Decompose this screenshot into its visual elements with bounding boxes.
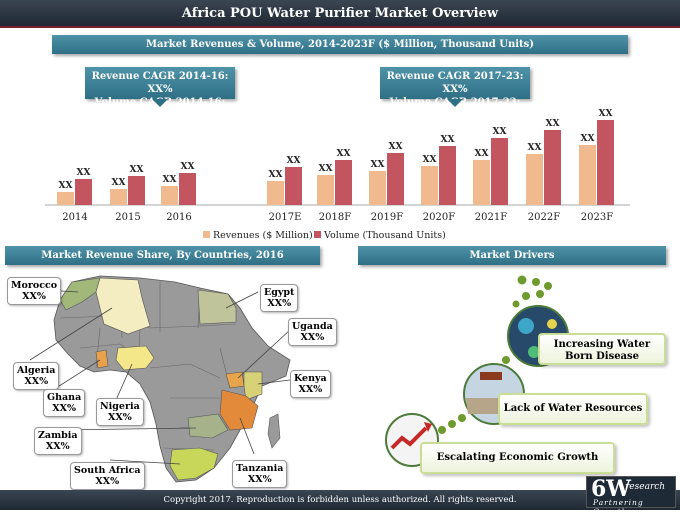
data-label-volume-2016: XX xyxy=(181,162,195,172)
data-label-volume-2018F: XX xyxy=(337,149,351,159)
footer-copyright: Copyright 2017. Reproduction is forbidde… xyxy=(0,490,680,510)
bar-revenue-2018F xyxy=(317,175,334,205)
data-label-revenue-2018F: XX xyxy=(319,164,333,174)
bar-revenue-2019F xyxy=(369,171,386,205)
ghana-region xyxy=(95,349,109,369)
data-label-volume-2019F: XX xyxy=(389,142,403,152)
nigeria-region xyxy=(115,345,155,371)
map-label-nigeria: Nigeria XX% xyxy=(96,398,144,426)
map-label-south-africa: South Africa XX% xyxy=(70,462,145,490)
revenue-volume-bar-chart: XX XX 2014 XX XX 2015 XX XX 2016 XX XX 2017E XX XX 201… xyxy=(45,109,630,241)
bar-volume-2020F xyxy=(439,146,456,205)
egypt-region xyxy=(197,289,237,325)
map-label-tanzania: Tanzania XX% xyxy=(232,460,288,488)
bar-volume-2019F xyxy=(387,153,404,205)
bar-volume-2016 xyxy=(179,173,196,205)
data-label-volume-2020F: XX xyxy=(441,135,455,145)
map-label-morocco: Morocco XX% xyxy=(7,277,62,305)
data-label-revenue-2017E: XX xyxy=(269,170,283,180)
map-label-algeria: Algeria XX% xyxy=(13,362,60,390)
map-label-ghana: Ghana XX% xyxy=(43,389,86,417)
bar-volume-2015 xyxy=(128,176,145,205)
kenya-region xyxy=(243,371,263,401)
map-label-uganda: Uganda XX% xyxy=(288,318,337,346)
madagascar xyxy=(267,413,281,449)
data-label-volume-2023F: XX xyxy=(599,109,613,119)
company-logo: 6W research Partnering Growth xyxy=(586,476,676,516)
data-label-volume-2014: XX xyxy=(77,168,91,178)
map-label-egypt: Egypt XX% xyxy=(260,284,299,312)
bar-volume-2018F xyxy=(335,160,352,205)
data-label-revenue-2021F: XX xyxy=(475,149,489,159)
chart-banner: Market Revenues & Volume, 2014-2023F ($ … xyxy=(52,35,628,54)
algeria-region xyxy=(95,277,151,335)
drivers-banner: Market Drivers xyxy=(358,246,666,265)
tick-label-2018F: 2018F xyxy=(319,212,351,223)
tanzania-region xyxy=(219,389,259,431)
bar-volume-2014 xyxy=(75,179,92,205)
driver-economic-growth: Escalating Economic Growth xyxy=(420,442,615,474)
africa-map xyxy=(29,275,291,483)
tick-label-2020F: 2020F xyxy=(423,212,455,223)
tick-label-2014: 2014 xyxy=(62,212,87,223)
data-label-revenue-2023F: XX xyxy=(581,134,595,144)
data-label-volume-2022F: XX xyxy=(546,119,560,129)
bar-revenue-2017E xyxy=(267,181,284,205)
data-label-volume-2015: XX xyxy=(130,165,144,175)
tick-label-2016: 2016 xyxy=(166,212,191,223)
legend-label-0: Revenues ($ Million) xyxy=(213,230,313,241)
bar-volume-2023F xyxy=(597,120,614,205)
driver-water-resources: Lack of Water Resources xyxy=(498,393,648,425)
legend-swatch-0 xyxy=(203,231,210,238)
bar-revenue-2020F xyxy=(421,166,438,205)
bar-volume-2017E xyxy=(285,167,302,205)
cagr-callout-right: Revenue CAGR 2017-23: XX% Volume CAGR 20… xyxy=(380,67,530,121)
data-label-revenue-2016: XX xyxy=(163,175,177,185)
map-banner: Market Revenue Share, By Countries, 2016 xyxy=(5,246,320,265)
tick-label-2021F: 2021F xyxy=(475,212,507,223)
cagr-callout-left: Revenue CAGR 2014-16: XX% Volume CAGR 20… xyxy=(85,67,235,121)
cagr-left-revenue: Revenue CAGR 2014-16: XX% xyxy=(91,71,229,95)
page-title: Africa POU Water Purifier Market Overvie… xyxy=(0,0,680,28)
bar-revenue-2022F xyxy=(526,154,543,205)
bar-volume-2022F xyxy=(544,130,561,205)
bar-revenue-2016 xyxy=(161,186,178,205)
legend-swatch-1 xyxy=(314,231,321,238)
tick-label-2017E: 2017E xyxy=(269,212,302,223)
data-label-revenue-2020F: XX xyxy=(423,155,437,165)
map-label-zambia: Zambia XX% xyxy=(34,427,82,455)
bar-revenue-2015 xyxy=(110,189,127,205)
legend-label-1: Volume (Thousand Units) xyxy=(323,230,446,241)
bar-volume-2021F xyxy=(491,138,508,205)
bar-revenue-2023F xyxy=(579,145,596,205)
data-label-volume-2017E: XX xyxy=(287,156,301,166)
tick-label-2023F: 2023F xyxy=(581,212,613,223)
zambia-region xyxy=(187,413,229,439)
data-label-revenue-2022F: XX xyxy=(528,143,542,153)
bar-revenue-2021F xyxy=(473,160,490,205)
data-label-revenue-2015: XX xyxy=(112,178,126,188)
bar-revenue-2014 xyxy=(57,192,74,205)
south-africa-region xyxy=(169,447,219,481)
data-label-revenue-2014: XX xyxy=(59,181,73,191)
driver-disease: Increasing Water Born Disease xyxy=(538,333,666,365)
data-label-revenue-2019F: XX xyxy=(371,160,385,170)
map-label-kenya: Kenya XX% xyxy=(290,370,331,398)
tick-label-2015: 2015 xyxy=(115,212,140,223)
logo-tagline: Partnering Growth xyxy=(593,498,644,516)
data-label-volume-2021F: XX xyxy=(493,127,507,137)
tick-label-2022F: 2022F xyxy=(528,212,560,223)
logo-word: research xyxy=(625,482,666,492)
tick-label-2019F: 2019F xyxy=(371,212,403,223)
cagr-right-revenue: Revenue CAGR 2017-23: XX% xyxy=(386,71,524,95)
logo-mark: 6W xyxy=(591,476,632,502)
